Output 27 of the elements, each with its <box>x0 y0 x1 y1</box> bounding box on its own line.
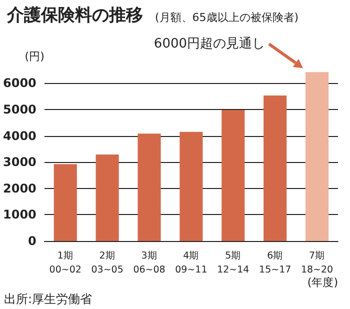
bar <box>264 96 287 241</box>
y-tick-label: 5000 <box>2 102 36 116</box>
x-tick-label: 4期 09~11 <box>175 250 208 276</box>
y-tick-label: 0 <box>28 234 36 248</box>
y-axis-title: (円) <box>24 50 44 63</box>
x-tick-label: 3期 06~08 <box>133 250 166 276</box>
x-tick-label: 5期 12~14 <box>217 250 250 276</box>
x-tick-label: 6期 15~17 <box>259 250 292 276</box>
x-tick-label: 1期 00~02 <box>49 250 82 276</box>
y-tick-label: 4000 <box>2 128 36 143</box>
x-axis-title: (年度) <box>307 276 338 289</box>
bar <box>138 134 161 241</box>
bar <box>180 132 203 241</box>
bar <box>222 110 245 241</box>
y-tick-label: 6000 <box>2 76 36 90</box>
x-tick-label: 2期 03~05 <box>91 250 124 276</box>
y-tick-label: 1000 <box>2 208 36 222</box>
y-tick-label: 2000 <box>2 181 36 196</box>
bar <box>54 164 77 241</box>
y-tick-label: 3000 <box>2 155 36 170</box>
text: 6000円超の見通し <box>154 36 266 52</box>
x-tick-label: 7期 18~20 <box>300 250 334 276</box>
chart-subtitle: (月額、65歳以上の被保険者) <box>155 11 299 24</box>
bar <box>96 154 119 241</box>
text: 出所:厚生労働省 <box>4 292 92 306</box>
bar <box>305 72 329 241</box>
chart-title: 介護保険料の推移 <box>6 6 143 26</box>
